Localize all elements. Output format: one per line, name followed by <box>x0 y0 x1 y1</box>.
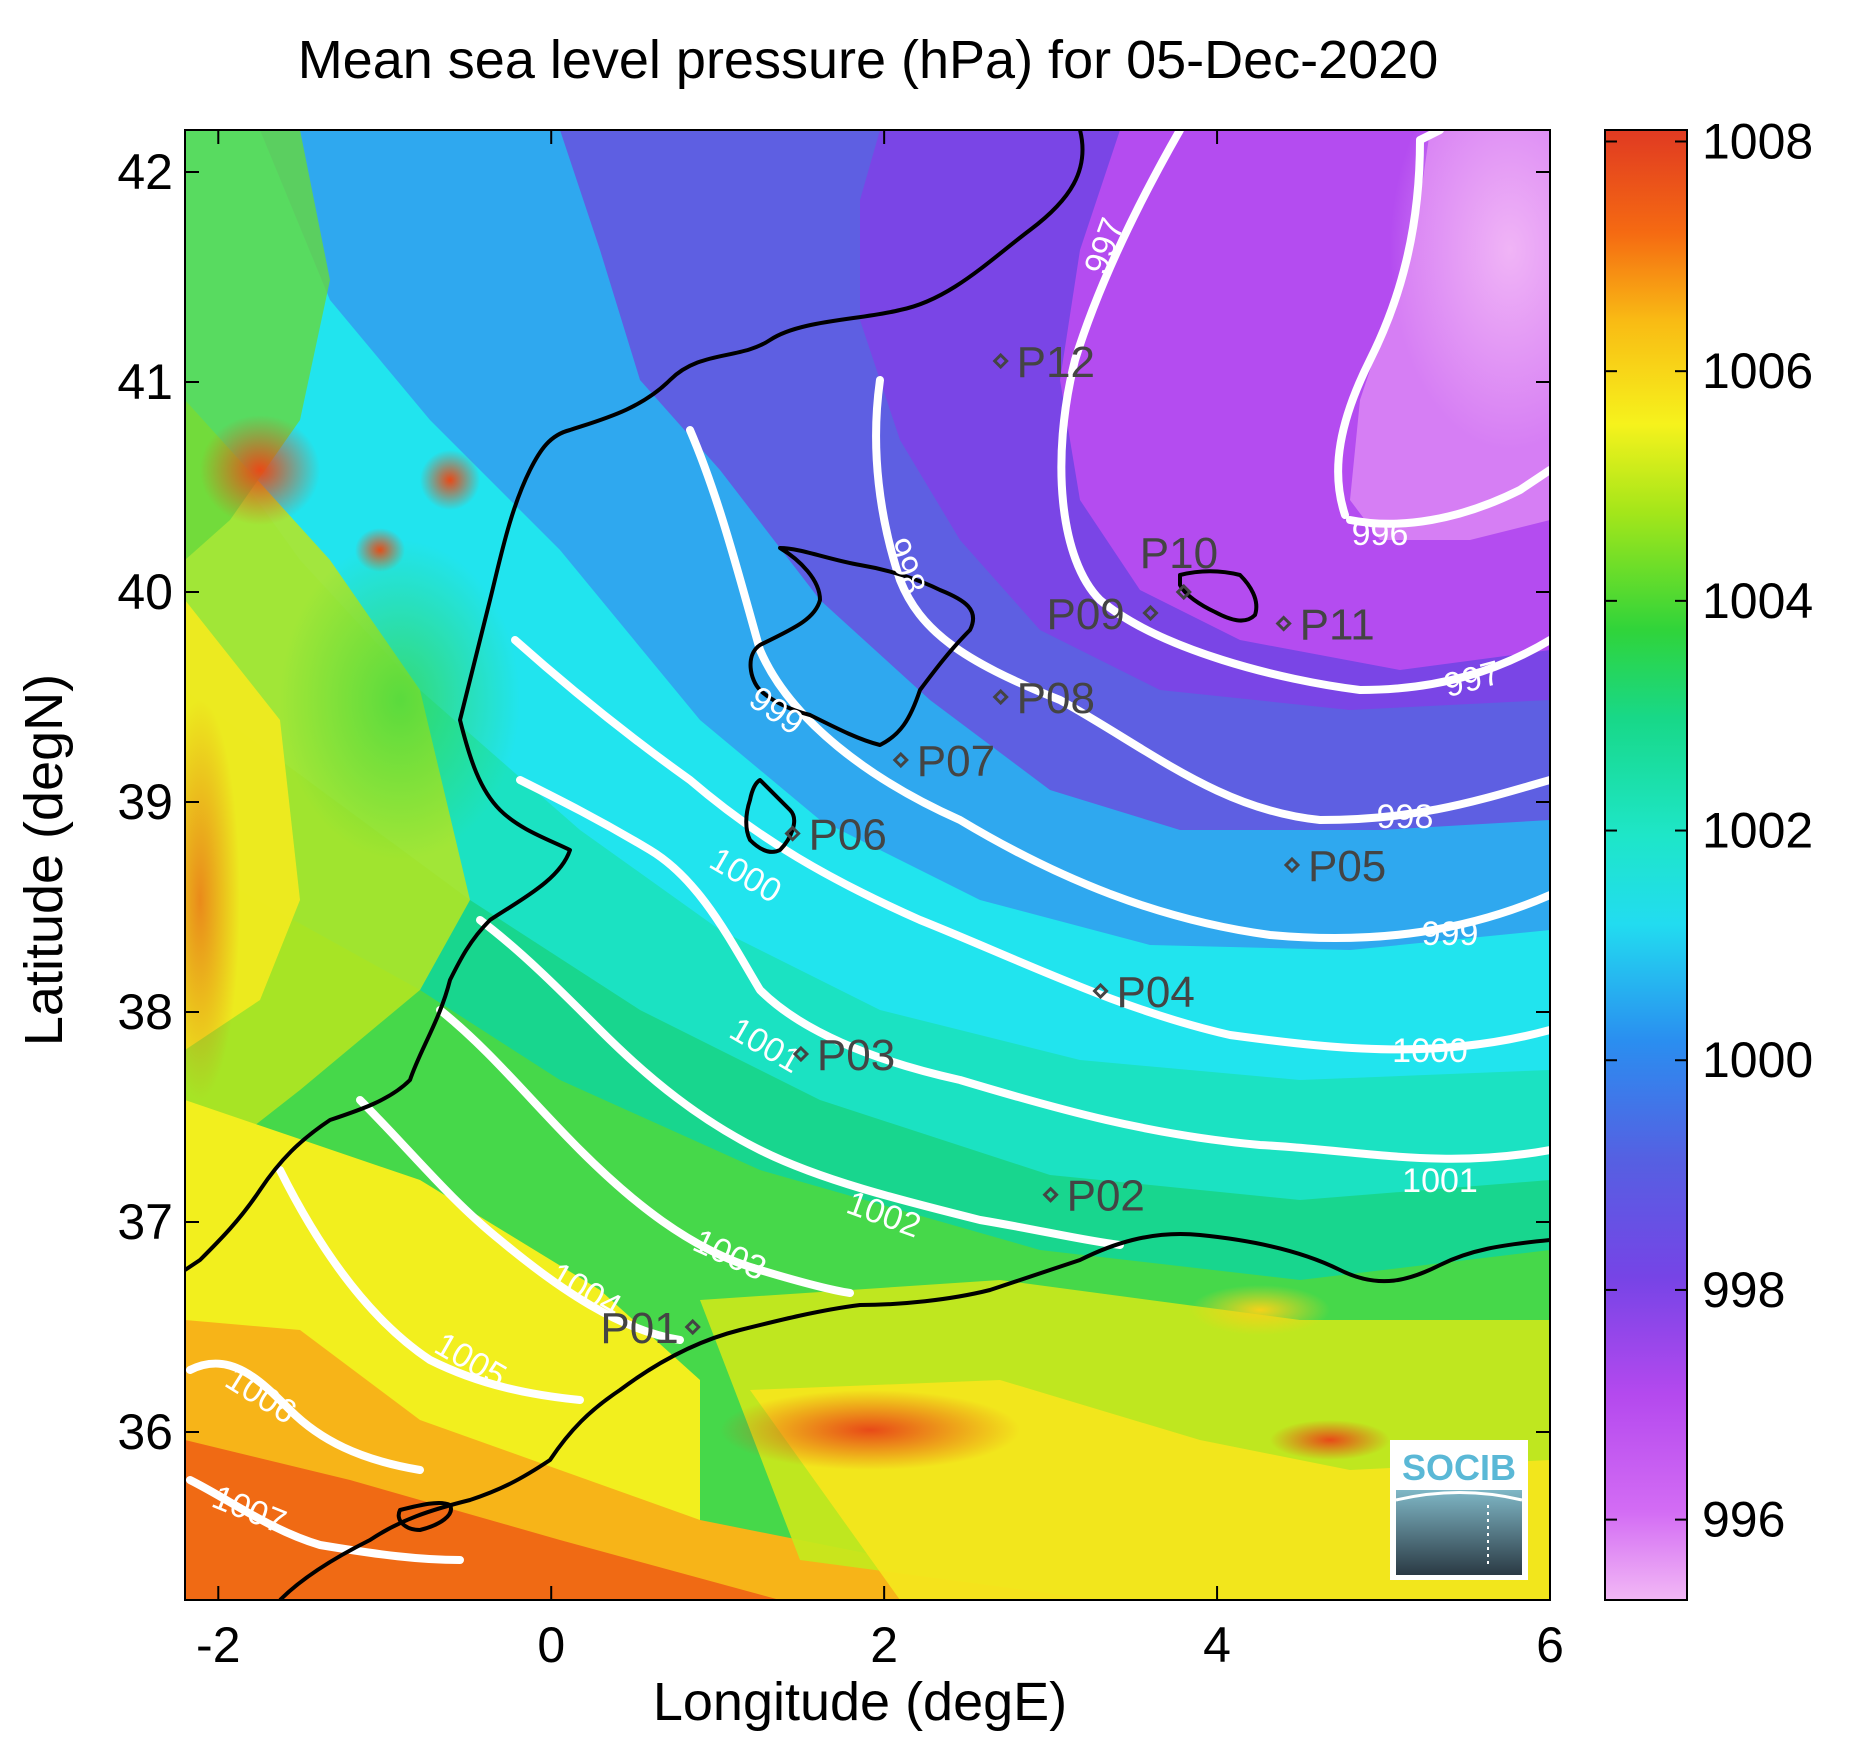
station-marker <box>1283 856 1301 874</box>
station-marker <box>1042 1186 1059 1203</box>
station-label: P05 <box>1308 842 1386 891</box>
x-tick-label: 4 <box>1203 1617 1231 1673</box>
logo-text: SOCIB <box>1402 1447 1516 1488</box>
y-tick-label: 38 <box>117 984 173 1040</box>
y-tick-label: 42 <box>117 144 173 200</box>
station-marker <box>1142 604 1159 622</box>
colorbar-tick-label: 1004 <box>1702 573 1813 629</box>
contour-label: 1000 <box>1392 1032 1468 1070</box>
colorbar-tick-label: 1002 <box>1702 803 1813 859</box>
station-marker <box>784 825 801 842</box>
x-tick-label: 0 <box>537 1617 565 1673</box>
chart-title: Mean sea level pressure (hPa) for 05-Dec… <box>298 30 1439 90</box>
station-label: P11 <box>1300 601 1375 650</box>
station-label: P10 <box>1140 529 1218 578</box>
y-tick-label: 36 <box>117 1404 173 1460</box>
y-axis-ticks: 36 37 38 39 40 41 42 <box>117 144 1550 1460</box>
x-tick-label: 6 <box>1536 1617 1564 1673</box>
y-axis-label: Latitude (degN) <box>14 674 74 1046</box>
station-marker <box>992 688 1009 706</box>
station-label: P12 <box>1017 338 1095 387</box>
coastline <box>185 130 1550 1600</box>
station-label: P04 <box>1117 968 1195 1017</box>
contour-label: 996 <box>1352 515 1409 553</box>
station-marker <box>892 751 909 769</box>
station-label: P09 <box>1046 590 1124 639</box>
station-label: P06 <box>809 811 887 860</box>
y-tick-label: 40 <box>117 564 173 620</box>
station-marker <box>684 1318 701 1336</box>
colorbar <box>1604 129 1688 1601</box>
x-tick-label: -2 <box>196 1617 240 1673</box>
socib-logo: SOCIB <box>1390 1440 1528 1580</box>
station-marker <box>1175 583 1192 601</box>
y-tick-label: 41 <box>117 354 173 410</box>
colorbar-tick-label: 996 <box>1702 1492 1785 1548</box>
colorbar-tick-label: 1006 <box>1702 343 1813 399</box>
colorbar-tick-label: 1008 <box>1702 113 1813 169</box>
station-markers: P01 P02 P03 P04 P05 P06 P07 P08 P09 P10 P11 P12 <box>600 338 1386 1353</box>
colorbar-ticks: 996 998 1000 1002 1004 1006 1008 <box>1605 113 1813 1548</box>
map-frame <box>184 129 1551 1601</box>
colorbar-tick-label: 998 <box>1702 1262 1785 1318</box>
y-tick-label: 37 <box>117 1194 173 1250</box>
station-label: P01 <box>600 1304 678 1353</box>
contour-label: 999 <box>1422 915 1479 953</box>
station-label: P08 <box>1017 674 1095 723</box>
x-axis-ticks: -2 0 2 4 6 <box>196 130 1564 1673</box>
station-marker <box>1275 615 1292 632</box>
x-tick-label: 2 <box>870 1617 898 1673</box>
x-axis-label: Longitude (degE) <box>653 1672 1067 1732</box>
y-tick-label: 39 <box>117 774 173 830</box>
colorbar-tick-label: 1000 <box>1702 1032 1813 1088</box>
station-label: P02 <box>1067 1172 1145 1221</box>
station-label: P03 <box>817 1031 895 1080</box>
station-marker <box>992 352 1009 370</box>
station-marker <box>792 1045 810 1063</box>
contour-label: 998 <box>1377 798 1434 836</box>
pressure-field <box>185 130 1550 1600</box>
station-marker <box>1092 982 1109 1000</box>
isobar-contours <box>186 130 1550 1564</box>
contour-label: 1001 <box>1402 1162 1478 1200</box>
station-label: P07 <box>917 737 995 786</box>
